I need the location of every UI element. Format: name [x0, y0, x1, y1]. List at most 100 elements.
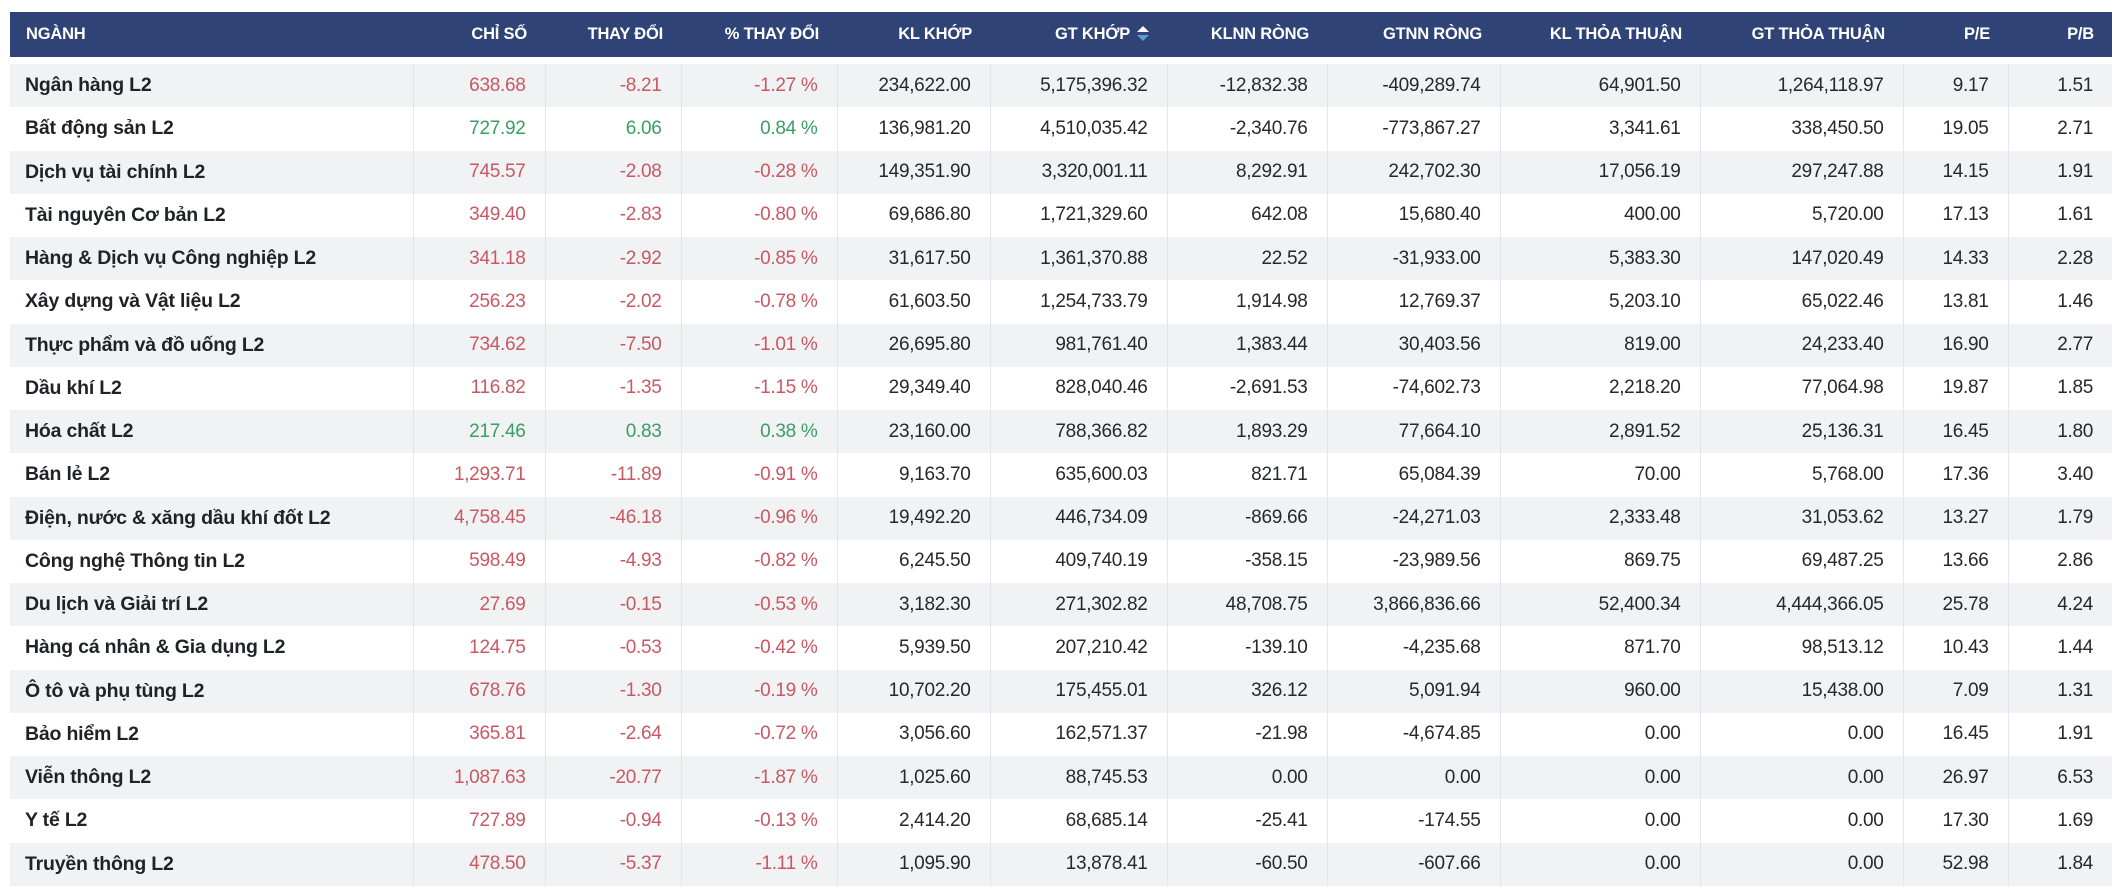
cell-pct_thay_doi: -0.42 % [680, 626, 837, 670]
cell-pct_thay_doi: -0.80 % [680, 193, 837, 237]
table-row[interactable]: Truyền thông L2 478.50 -5.37 -1.11 % 1,095.9… [10, 842, 2112, 886]
cell-gt_khop: 446,734.09 [989, 496, 1167, 540]
cell-chi_so: 638.68 [412, 60, 545, 108]
cell-chi_so: 365.81 [412, 712, 545, 756]
cell-pe: 14.33 [1902, 237, 2008, 281]
cell-kl_khop: 3,182.30 [836, 583, 990, 627]
col-header-kl_khop[interactable]: KL KHỚP [837, 12, 990, 64]
table-row[interactable]: Du lịch và Giải trí L2 27.69 -0.15 -0.53 % 3… [10, 583, 2112, 627]
cell-pct_thay_doi: -1.01 % [680, 323, 837, 367]
cell-gtnn_rong: -409,289.74 [1326, 60, 1500, 108]
cell-kl_khop: 2,414.20 [836, 799, 990, 843]
cell-kl_thoa_thuan: 5,383.30 [1499, 237, 1700, 281]
table-row[interactable]: Tài nguyên Cơ bản L2 349.40 -2.83 -0.80 % 69… [10, 193, 2112, 237]
cell-pb: 1.80 [2007, 410, 2112, 454]
col-header-kl_thoa_thuan[interactable]: KL THỎA THUẬN [1500, 12, 1700, 64]
col-header-pe[interactable]: P/E [1903, 12, 2008, 64]
cell-chi_so: 478.50 [412, 842, 545, 886]
cell-kl_thoa_thuan: 70.00 [1499, 453, 1700, 497]
cell-thay_doi: -7.50 [544, 323, 681, 367]
cell-kl_thoa_thuan: 0.00 [1499, 799, 1700, 843]
cell-chi_so: 27.69 [412, 583, 545, 627]
cell-gt_khop: 828,040.46 [989, 366, 1167, 410]
cell-pe: 14.15 [1902, 150, 2008, 194]
table-row[interactable]: Ngân hàng L2 638.68 -8.21 -1.27 % 234,622.00… [10, 60, 2112, 108]
table-row[interactable]: Điện, nước & xăng dầu khí đốt L2 4,758.45… [10, 496, 2112, 540]
cell-gt_khop: 207,210.42 [989, 626, 1167, 670]
table-row[interactable]: Dịch vụ tài chính L2 745.57 -2.08 -0.28 % 14… [10, 150, 2112, 194]
cell-name: Du lịch và Giải trí L2 [25, 593, 209, 616]
table-row[interactable]: Công nghệ Thông tin L2 598.49 -4.93 -0.82 %… [10, 539, 2112, 583]
table-row[interactable]: Bán lẻ L2 1,293.71 -11.89 -0.91 % 9,163.70 63… [10, 453, 2112, 497]
cell-pe: 16.90 [1902, 323, 2008, 367]
col-header-klnn_rong[interactable]: KLNN RÒNG [1167, 12, 1327, 64]
cell-gtnn_rong: 0.00 [1326, 756, 1500, 800]
table-row[interactable]: Ô tô và phụ tùng L2 678.76 -1.30 -0.19 % 10,… [10, 669, 2112, 713]
col-header-chi_so[interactable]: CHỈ SỐ [413, 12, 545, 64]
cell-name: Thực phẩm và đồ uống L2 [25, 333, 265, 356]
cell-gt_khop: 88,745.53 [989, 756, 1167, 800]
cell-klnn_rong: 1,893.29 [1166, 410, 1327, 454]
cell-kl_thoa_thuan: 2,218.20 [1499, 366, 1700, 410]
sort-asc-desc-icon[interactable] [1137, 25, 1149, 41]
cell-pb: 4.24 [2007, 583, 2112, 627]
table-row[interactable]: Dầu khí L2 116.82 -1.35 -1.15 % 29,349.40 828… [10, 366, 2112, 410]
col-header-label: P/E [1964, 25, 1990, 43]
cell-klnn_rong: -139.10 [1166, 626, 1327, 670]
cell-chi_so: 341.18 [412, 237, 545, 281]
cell-name: Ô tô và phụ tùng L2 [25, 679, 205, 702]
cell-kl_thoa_thuan: 871.70 [1499, 626, 1700, 670]
header-row: NGÀNH CHỈ SỐ THAY ĐỔI % THAY ĐỔI KL KHỚP GT K… [10, 12, 2112, 64]
col-header-label: CHỈ SỐ [471, 25, 527, 43]
table-row[interactable]: Viễn thông L2 1,087.63 -20.77 -1.87 % 1,025.… [10, 756, 2112, 800]
cell-gt_thoa_thuan: 0.00 [1699, 842, 1903, 886]
cell-gt_thoa_thuan: 15,438.00 [1699, 669, 1903, 713]
cell-kl_thoa_thuan: 3,341.61 [1499, 107, 1700, 151]
table-row[interactable]: Y tế L2 727.89 -0.94 -0.13 % 2,414.20 68,685.… [10, 799, 2112, 843]
table-row[interactable]: Bất động sản L2 727.92 6.06 0.84 % 136,981.2… [10, 107, 2112, 151]
cell-name: Hàng & Dịch vụ Công nghiệp L2 [25, 247, 317, 270]
table-row[interactable]: Xây dựng và Vật liệu L2 256.23 -2.02 -0.78 … [10, 280, 2112, 324]
cell-gtnn_rong: -174.55 [1326, 799, 1500, 843]
col-header-gt_khop[interactable]: GT KHỚP [990, 12, 1167, 64]
cell-pe: 10.43 [1902, 626, 2008, 670]
cell-pe: 17.13 [1902, 193, 2008, 237]
col-header-pb[interactable]: P/B [2008, 12, 2112, 64]
cell-klnn_rong: 48,708.75 [1166, 583, 1327, 627]
cell-thay_doi: 6.06 [544, 107, 681, 151]
cell-pe: 7.09 [1902, 669, 2008, 713]
cell-gt_khop: 1,361,370.88 [989, 237, 1167, 281]
cell-name: Bất động sản L2 [25, 117, 174, 140]
col-header-gtnn_rong[interactable]: GTNN RÒNG [1327, 12, 1500, 64]
cell-gt_thoa_thuan: 0.00 [1699, 799, 1903, 843]
cell-pb: 2.71 [2007, 107, 2112, 151]
cell-pct_thay_doi: -0.13 % [680, 799, 837, 843]
cell-name: Điện, nước & xăng dầu khí đốt L2 [25, 506, 331, 529]
cell-pct_thay_doi: -1.87 % [680, 756, 837, 800]
table-row[interactable]: Bảo hiểm L2 365.81 -2.64 -0.72 % 3,056.60 162… [10, 712, 2112, 756]
table-row[interactable]: Thực phẩm và đồ uống L2 734.62 -7.50 -1.01 … [10, 323, 2112, 367]
table-row[interactable]: Hàng & Dịch vụ Công nghiệp L2 341.18 -2.92… [10, 237, 2112, 281]
cell-chi_so: 4,758.45 [412, 496, 545, 540]
col-header-pct_thay_doi[interactable]: % THAY ĐỔI [681, 12, 837, 64]
cell-chi_so: 116.82 [412, 366, 545, 410]
cell-name: Tài nguyên Cơ bản L2 [25, 203, 226, 226]
cell-pct_thay_doi: -0.91 % [680, 453, 837, 497]
cell-pct_thay_doi: -0.72 % [680, 712, 837, 756]
cell-pb: 1.61 [2007, 193, 2112, 237]
table-row[interactable]: Hàng cá nhân & Gia dụng L2 124.75 -0.53 -0.… [10, 626, 2112, 670]
table-row[interactable]: Hóa chất L2 217.46 0.83 0.38 % 23,160.00 788,… [10, 410, 2112, 454]
cell-kl_khop: 19,492.20 [836, 496, 990, 540]
col-header-gt_thoa_thuan[interactable]: GT THỎA THUẬN [1700, 12, 1903, 64]
col-header-thay_doi[interactable]: THAY ĐỔI [545, 12, 681, 64]
cell-kl_khop: 3,056.60 [836, 712, 990, 756]
cell-chi_so: 1,293.71 [412, 453, 545, 497]
cell-kl_thoa_thuan: 0.00 [1499, 842, 1700, 886]
cell-gt_khop: 635,600.03 [989, 453, 1167, 497]
col-header-label: % THAY ĐỔI [724, 25, 819, 43]
col-header-name[interactable]: NGÀNH [10, 12, 413, 64]
cell-pe: 25.78 [1902, 583, 2008, 627]
cell-gt_thoa_thuan: 297,247.88 [1699, 150, 1903, 194]
cell-kl_khop: 10,702.20 [836, 669, 990, 713]
cell-gt_khop: 271,302.82 [989, 583, 1167, 627]
